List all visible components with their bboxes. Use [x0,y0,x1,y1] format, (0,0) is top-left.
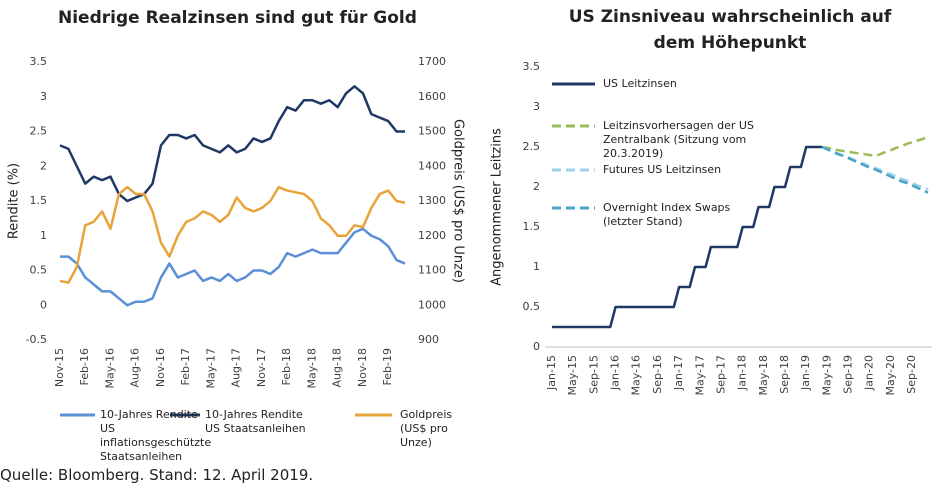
series-line [59,85,405,203]
y-tick-label: 1 [533,260,540,273]
y-tick-label: 3 [40,90,47,103]
legend-label: US Leitzinsen [603,77,677,90]
y2-tick-label: 1200 [418,229,446,242]
y-tick-label: 2 [40,159,47,172]
x-tick-label: Jan-17 [672,355,685,391]
x-tick-label: Jan-20 [863,355,876,391]
y2-tick-label: 1100 [418,264,446,277]
x-tick-label: May-17 [204,348,217,389]
x-tick-label: May-20 [884,355,897,396]
y-tick-label: 0.5 [523,300,541,313]
x-tick-label: Nov-16 [154,348,167,387]
legend-label: 10-Jahres Rendite US inflationsgeschützt… [100,408,212,463]
x-tick-label: Nov-17 [255,348,268,387]
x-tick-label: Feb-17 [179,348,192,385]
x-tick-label: Nov-18 [356,348,369,387]
x-tick-label: Jan-15 [545,355,558,391]
y-tick-label: 1 [40,229,47,242]
legend-label: Leitzinsvorhersagen der US Zentralbank (… [603,119,754,160]
series-line [821,145,929,194]
x-tick-label: Aug-18 [331,348,344,387]
y-tick-label: 0 [533,340,540,353]
y-tick-label: 2.5 [523,140,541,153]
y-tick-label: 2 [533,180,540,193]
y-tick-label: 1.5 [30,194,48,207]
y-axis-label: Angenommener Leitzins [490,128,505,286]
legend-label: Futures US Leitzinsen [603,163,722,176]
y2-tick-label: 1300 [418,194,446,207]
y2-tick-label: 1000 [418,298,446,311]
x-tick-label: Sep-19 [842,355,855,394]
x-tick-label: Feb-19 [381,348,394,385]
footer: Quelle: Bloomberg. Stand: 12. April 2019… [0,466,314,484]
x-tick-label: Sep-17 [714,355,727,394]
y2-tick-label: 1600 [418,90,446,103]
x-tick-label: May-16 [103,348,116,389]
chart-title: Niedrige Realzinsen sind gut für Gold [58,8,417,28]
y-tick-label: 3.5 [523,60,541,73]
x-tick-label: Feb-18 [280,348,293,385]
x-tick-label: Sep-20 [905,355,918,394]
y-tick-label: 2.5 [30,125,48,138]
x-tick-label: May-18 [757,355,770,396]
y-axis-label: Rendite (%) [7,163,22,239]
series-line [59,185,406,284]
y2-tick-label: 900 [418,333,439,346]
x-tick-label: Jan-19 [799,355,812,391]
x-tick-label: Sep-16 [651,355,664,394]
x-tick-label: Sep-15 [587,355,600,394]
x-tick-label: Nov-15 [53,348,66,387]
y-tick-label: -0.5 [26,333,47,346]
series-line [821,135,929,158]
y-tick-label: 3 [533,100,540,113]
x-tick-label: Sep-18 [778,355,791,394]
y-tick-label: 0.5 [30,264,48,277]
x-tick-label: May-18 [305,348,318,389]
x-tick-label: Aug-16 [129,348,142,387]
x-tick-label: Jan-16 [609,355,622,391]
y-tick-label: 3.5 [30,55,48,68]
legend-label: 10-Jahres Rendite US Staatsanleihen [205,408,306,435]
y2-tick-label: 1700 [418,55,446,68]
legend-label: Overnight Index Swaps (letzter Stand) [603,201,731,228]
x-tick-label: Feb-16 [78,348,91,385]
x-tick-label: Jan-18 [736,355,749,391]
series-line [60,227,406,307]
x-tick-label: May-15 [566,355,579,396]
y2-axis-label: Goldpreis (US$ pro Unze) [451,119,466,283]
series-line [552,145,823,329]
x-tick-label: May-16 [630,355,643,396]
y2-tick-label: 1500 [418,125,446,138]
x-tick-label: Aug-17 [230,348,243,387]
y-tick-label: 1.5 [523,220,541,233]
x-tick-label: May-19 [820,355,833,396]
legend-label: Goldpreis (US$ pro Unze) [400,408,453,449]
y2-tick-label: 1400 [418,159,446,172]
x-tick-label: May-17 [693,355,706,396]
chart-title: US Zinsniveau wahrscheinlich auf dem Höh… [568,7,892,53]
y-tick-label: 0 [40,298,47,311]
